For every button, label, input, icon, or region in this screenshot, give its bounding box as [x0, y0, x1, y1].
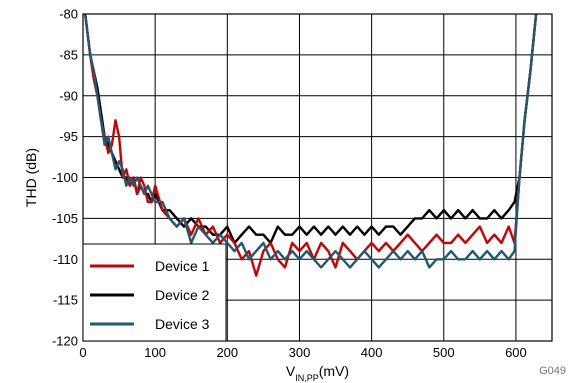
legend: Device 1 Device 2 Device 3 — [82, 243, 227, 342]
y-tick-label: -105 — [52, 211, 78, 226]
x-tick-label: 500 — [433, 345, 455, 360]
x-tick-label: 200 — [216, 345, 238, 360]
tick-labels: 0 100 200 300 400 500 600 -80 -85 -90 -95 -100 -105 -… — [52, 7, 527, 361]
y-tick-label: -120 — [52, 334, 78, 349]
x-tick-label: 100 — [144, 345, 166, 360]
y-tick-label: -80 — [59, 7, 78, 22]
series-line-device-1 — [83, 14, 538, 277]
series-layer — [83, 14, 538, 277]
y-tick-label: -90 — [59, 88, 78, 103]
y-tick-label: -100 — [52, 170, 78, 185]
plot-frame — [82, 13, 553, 342]
x-tick-label: 600 — [505, 345, 527, 360]
x-tick-label: 400 — [361, 345, 383, 360]
figure-id: G049 — [539, 365, 566, 377]
y-tick-label: -115 — [53, 293, 78, 308]
y-axis-label: THD (dB) — [23, 148, 39, 207]
y-tick-label: -95 — [59, 129, 78, 144]
legend-label-device-3: Device 3 — [155, 316, 210, 332]
x-axis-label: VIN,PP(mV) — [286, 363, 349, 383]
x-tick-label: 0 — [79, 345, 86, 360]
x-axis-label-unit: (mV) — [319, 363, 349, 379]
legend-label-device-2: Device 2 — [155, 287, 210, 303]
y-tick-label: -110 — [53, 252, 78, 267]
series-line-device-3 — [83, 14, 538, 269]
x-tick-label: 300 — [289, 345, 311, 360]
y-tick-label: -85 — [59, 47, 78, 62]
x-axis-label-subscript: IN,PP — [295, 373, 319, 383]
x-axis-label-main: V — [286, 363, 296, 379]
legend-label-device-1: Device 1 — [155, 258, 210, 274]
